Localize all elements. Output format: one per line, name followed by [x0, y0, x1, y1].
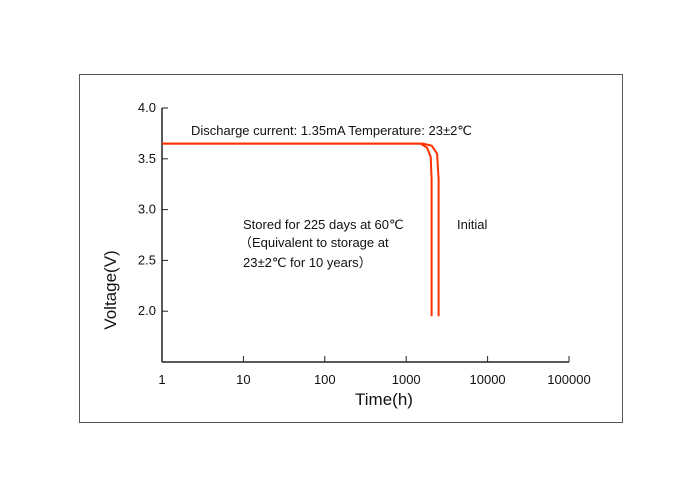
- x-axis-title: Time(h): [355, 390, 413, 409]
- chart-frame: 2.0 2.5 3.0 3.5 4.0 1 10 100 1000 10000 100000 Ti…: [79, 74, 623, 423]
- y-axis-ticks: 2.0 2.5 3.0 3.5 4.0: [138, 100, 168, 318]
- x-tick-label: 10: [236, 372, 250, 387]
- x-tick-label: 100000: [547, 372, 590, 387]
- x-tick-label: 1000: [392, 372, 421, 387]
- stored-curve-note-line2: 23±2℃ for 10 years）: [243, 255, 372, 270]
- x-tick-label: 10000: [470, 372, 506, 387]
- x-tick-label: 100: [314, 372, 336, 387]
- series-line-1: [162, 142, 440, 317]
- y-tick-label: 2.5: [138, 252, 156, 267]
- stored-curve-note-line1: （Equivalent to storage at: [239, 235, 389, 250]
- stored-curve-label: Stored for 225 days at 60℃: [243, 217, 404, 232]
- initial-curve-label: Initial: [457, 217, 487, 232]
- y-axis-title: Voltage(V): [101, 250, 120, 329]
- discharge-chart: 2.0 2.5 3.0 3.5 4.0 1 10 100 1000 10000 100000 Ti…: [101, 100, 591, 409]
- plot-axes: [161, 108, 569, 363]
- y-tick-label: 3.0: [138, 202, 156, 217]
- discharge-conditions-label: Discharge current: 1.35mA Temperature: 2…: [191, 123, 472, 138]
- x-axis-ticks: 1 10 100 1000 10000 100000: [158, 356, 591, 387]
- y-tick-label: 3.5: [138, 151, 156, 166]
- y-tick-label: 4.0: [138, 100, 156, 115]
- y-tick-label: 2.0: [138, 303, 156, 318]
- series-lines: [162, 142, 440, 317]
- x-tick-label: 1: [158, 372, 165, 387]
